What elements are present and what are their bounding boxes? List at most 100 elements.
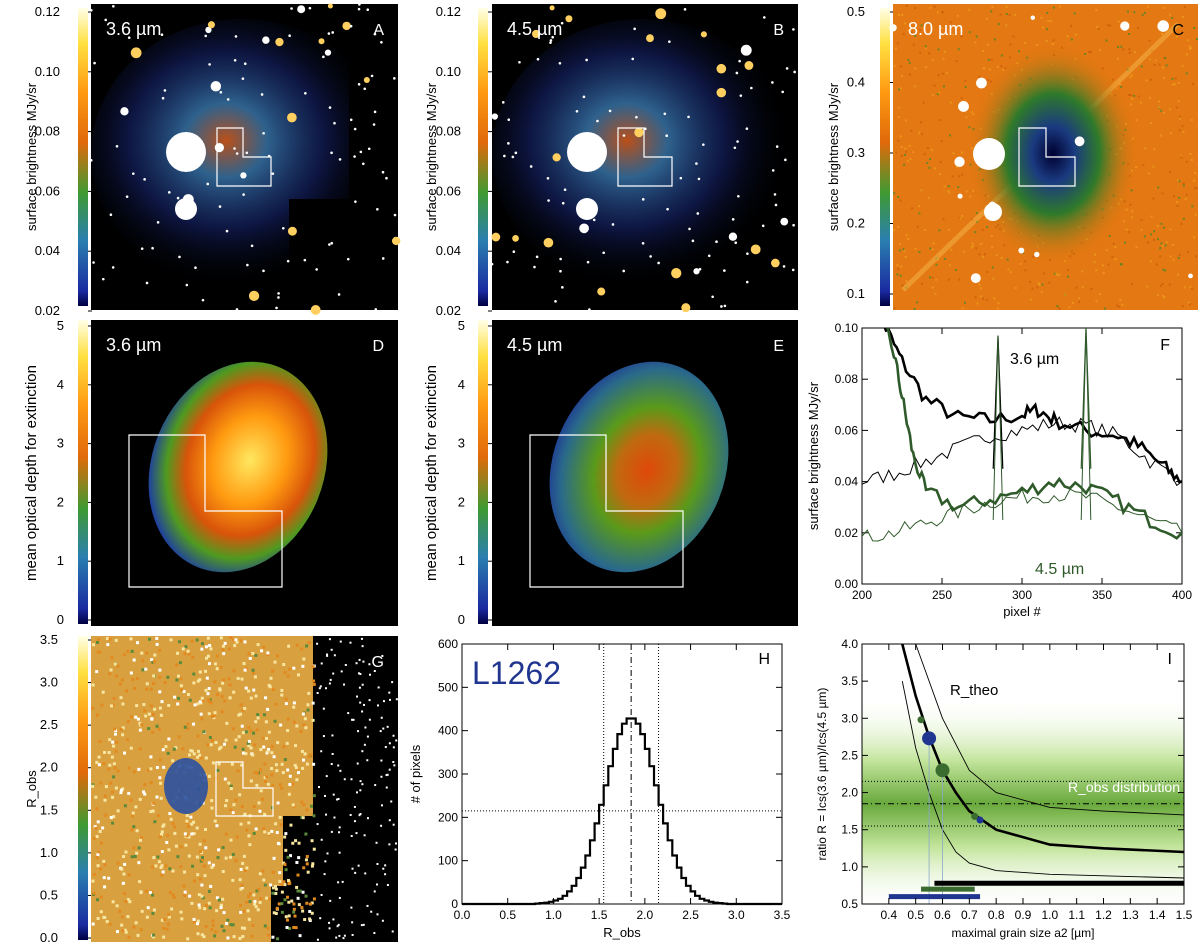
noise-pixel: [338, 851, 341, 854]
noise-pixel: [312, 679, 316, 683]
star: [506, 260, 509, 264]
panel-letter: A: [373, 22, 384, 39]
noise-pixel: [207, 687, 211, 691]
noise-pixel: [1162, 268, 1165, 271]
star: [633, 27, 636, 31]
bright-star: [576, 198, 598, 220]
noise-pixel: [928, 166, 931, 169]
noise-pixel: [922, 101, 925, 104]
star: [782, 265, 786, 268]
noise-pixel: [130, 855, 134, 859]
star: [744, 61, 754, 70]
noise-pixel: [1115, 304, 1118, 307]
star: [546, 177, 550, 180]
noise-pixel: [918, 251, 921, 254]
noise-pixel: [340, 670, 343, 673]
star: [277, 292, 280, 295]
noise-pixel: [1159, 284, 1162, 287]
colorbar-tick: 0.06: [436, 183, 461, 198]
noise-pixel: [301, 890, 305, 894]
noise-pixel: [358, 686, 361, 689]
r-theo-marker: [917, 716, 925, 724]
noise-pixel: [190, 822, 194, 826]
star: [331, 31, 335, 34]
noise-pixel: [900, 87, 903, 90]
noise-pixel: [1164, 269, 1167, 272]
noise-pixel: [207, 698, 211, 702]
noise-pixel: [180, 688, 184, 692]
noise-pixel: [160, 700, 164, 704]
noise-pixel: [359, 701, 362, 704]
noise-pixel: [247, 652, 251, 656]
noise-pixel: [281, 771, 285, 775]
noise-pixel: [911, 207, 914, 210]
noise-pixel: [1090, 287, 1093, 290]
noise-pixel: [239, 887, 243, 891]
panel-h-histogram: 0.0 0.5 1.0 1.5 2.0 2.5 3.0 3.50100200300400500…: [408, 637, 791, 940]
noise-pixel: [975, 212, 978, 215]
colorbar-tick: 3.0: [40, 675, 58, 690]
noise-pixel: [1174, 77, 1177, 80]
star: [529, 165, 533, 168]
noise-pixel: [991, 246, 994, 249]
star: [349, 118, 353, 122]
noise-pixel: [201, 896, 205, 900]
noise-pixel: [1143, 11, 1146, 14]
noise-pixel: [270, 773, 274, 777]
noise-pixel: [247, 739, 251, 743]
noise-pixel: [287, 792, 291, 796]
star: [655, 8, 667, 20]
noise-pixel: [123, 862, 127, 866]
noise-pixel: [239, 867, 243, 871]
noise-pixel: [182, 884, 186, 888]
star: [1030, 15, 1036, 20]
noise-pixel: [1125, 228, 1128, 231]
noise-pixel: [255, 771, 259, 775]
noise-pixel: [286, 855, 290, 859]
noise-pixel: [893, 229, 896, 232]
noise-pixel: [897, 267, 900, 270]
noise-pixel: [318, 786, 321, 789]
noise-pixel: [150, 717, 154, 721]
noise-pixel: [223, 699, 227, 703]
star: [740, 44, 752, 56]
noise-pixel: [236, 769, 240, 773]
noise-pixel: [259, 897, 263, 901]
noise-pixel: [246, 741, 250, 745]
noise-pixel: [288, 667, 292, 671]
star: [543, 237, 554, 248]
noise-pixel: [292, 705, 296, 709]
noise-pixel: [96, 853, 100, 857]
noise-pixel: [1030, 298, 1033, 301]
noise-pixel: [1159, 255, 1162, 258]
star: [554, 300, 557, 303]
star: [206, 182, 210, 186]
noise-pixel: [366, 817, 369, 820]
x-tick-label: 350: [1092, 588, 1112, 602]
noise-pixel: [102, 876, 106, 880]
noise-pixel: [296, 896, 300, 900]
noise-pixel: [127, 766, 131, 770]
noise-pixel: [897, 116, 900, 119]
noise-pixel: [118, 909, 122, 913]
noise-pixel: [217, 848, 221, 852]
noise-pixel: [256, 716, 260, 720]
noise-pixel: [938, 229, 941, 232]
noise-pixel: [295, 885, 299, 889]
noise-pixel: [1169, 228, 1172, 231]
star: [663, 112, 667, 116]
noise-pixel: [282, 880, 286, 884]
noise-pixel: [328, 682, 331, 685]
noise-pixel: [216, 856, 220, 860]
noise-pixel: [204, 904, 208, 908]
noise-pixel: [112, 744, 116, 748]
noise-pixel: [157, 727, 161, 731]
noise-pixel: [395, 698, 398, 701]
noise-pixel: [256, 643, 260, 647]
noise-pixel: [229, 784, 233, 788]
noise-pixel: [169, 817, 173, 821]
noise-pixel: [990, 58, 993, 61]
noise-pixel: [976, 302, 979, 305]
noise-pixel: [955, 165, 958, 168]
noise-pixel: [360, 924, 363, 927]
